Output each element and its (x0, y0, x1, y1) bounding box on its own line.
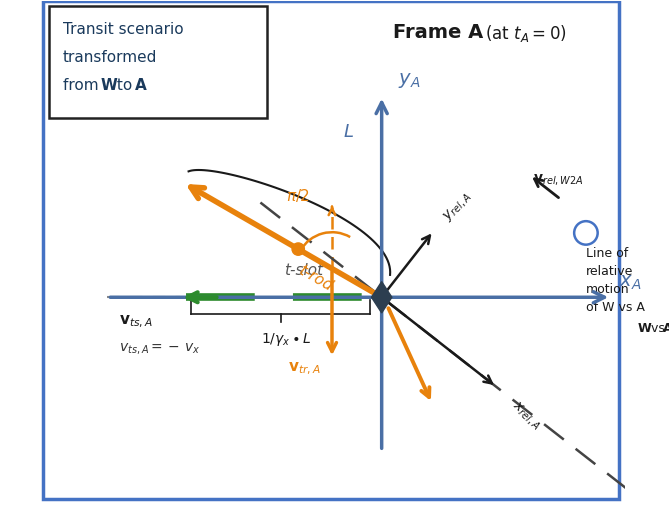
Text: $\mathbf{v}_{ts,A}$: $\mathbf{v}_{ts,A}$ (118, 314, 153, 330)
Polygon shape (371, 282, 392, 313)
Text: Line of
relative
motion
of W vs A: Line of relative motion of W vs A (586, 247, 645, 314)
Text: $x_{rel,A}$: $x_{rel,A}$ (508, 399, 543, 434)
FancyBboxPatch shape (49, 6, 267, 118)
Text: A: A (135, 78, 147, 92)
Text: W: W (638, 323, 652, 335)
Text: t-slot: t-slot (284, 263, 323, 278)
Text: $y_{rel,A}$: $y_{rel,A}$ (442, 189, 476, 225)
Text: (at $t_A = 0$): (at $t_A = 0$) (480, 23, 567, 44)
Circle shape (292, 243, 304, 255)
Text: $L$: $L$ (343, 123, 354, 140)
Text: $1/\gamma_x \bullet L$: $1/\gamma_x \bullet L$ (261, 331, 312, 348)
Text: transformed: transformed (63, 49, 157, 65)
Text: $\pi/2$: $\pi/2$ (286, 187, 310, 204)
FancyBboxPatch shape (43, 1, 619, 499)
Text: t-rod: t-rod (295, 263, 334, 294)
Text: $y_A$: $y_A$ (399, 71, 421, 90)
Text: $\mathbf{v}_{tr,A}$: $\mathbf{v}_{tr,A}$ (288, 361, 321, 377)
Text: A: A (663, 323, 669, 335)
Text: $v_{ts,A} = -\, v_x$: $v_{ts,A} = -\, v_x$ (118, 342, 200, 357)
Text: $x_A$: $x_A$ (619, 273, 642, 292)
Text: from: from (63, 78, 103, 92)
Circle shape (574, 221, 597, 244)
Text: W: W (100, 78, 117, 92)
Text: Frame A: Frame A (393, 23, 483, 42)
Text: to: to (112, 78, 136, 92)
Text: $\mathbf{v}_{rel,W2A}$: $\mathbf{v}_{rel,W2A}$ (533, 173, 583, 188)
Text: vs: vs (647, 323, 669, 335)
Text: Transit scenario: Transit scenario (63, 22, 183, 37)
